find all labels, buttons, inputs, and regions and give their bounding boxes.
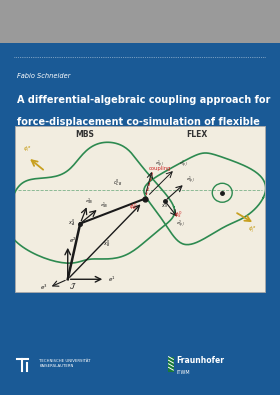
- Text: Fraunhofer: Fraunhofer: [176, 356, 224, 365]
- Text: A differential-algebraic coupling approach for: A differential-algebraic coupling approa…: [17, 95, 270, 105]
- Text: $e^2$: $e^2$: [69, 235, 77, 245]
- Bar: [15, 126, 265, 292]
- Text: $e^2_{(p_i)}$: $e^2_{(p_i)}$: [179, 158, 188, 170]
- Text: FLEX: FLEX: [187, 130, 208, 139]
- Text: ITWM: ITWM: [176, 370, 190, 375]
- Text: TECHNISCHE UNIVERSITÄT
KAISERSLAUTERN: TECHNISCHE UNIVERSITÄT KAISERSLAUTERN: [39, 359, 91, 368]
- Text: $e^2_{(B)}$: $e^2_{(B)}$: [85, 196, 94, 207]
- Text: $e^1_{(B)}$: $e^1_{(B)}$: [100, 201, 109, 211]
- Bar: [168, 357, 174, 372]
- Text: $e^1$: $e^1$: [108, 275, 115, 284]
- Text: $e^1_{(p_i)}$: $e^1_{(p_i)}$: [155, 158, 164, 170]
- Text: $e^1_{(p_i)}$: $e^1_{(p_i)}$: [186, 175, 195, 186]
- Text: MBS: MBS: [76, 130, 95, 139]
- Text: $\phi_B^0$: $\phi_B^0$: [129, 201, 137, 212]
- Text: $x_A^0$: $x_A^0$: [68, 218, 75, 228]
- Text: $c^0_{CB}$: $c^0_{CB}$: [113, 177, 122, 188]
- Text: multibody systems with kinematic coupling: multibody systems with kinematic couplin…: [17, 138, 257, 148]
- Text: Fabio Schneider: Fabio Schneider: [17, 73, 70, 79]
- Text: $\phi_S^0$: $\phi_S^0$: [174, 209, 182, 220]
- Text: force-displacement co-simulation of flexible: force-displacement co-simulation of flex…: [17, 117, 260, 126]
- Bar: [0, 43, 280, 395]
- Text: $\phi_j^a$: $\phi_j^a$: [248, 224, 256, 235]
- Text: $x_B^0$: $x_B^0$: [102, 238, 110, 248]
- Text: $\phi_i^a$: $\phi_i^a$: [23, 144, 31, 154]
- Text: $e^3$: $e^3$: [40, 283, 48, 292]
- Text: $\mathcal{J}$: $\mathcal{J}$: [69, 280, 76, 291]
- Text: $x_S$: $x_S$: [161, 202, 168, 210]
- Bar: [0, 0, 280, 43]
- Text: $e^2_{(p_i)}$: $e^2_{(p_i)}$: [176, 218, 185, 229]
- Text: coupling: coupling: [149, 166, 171, 171]
